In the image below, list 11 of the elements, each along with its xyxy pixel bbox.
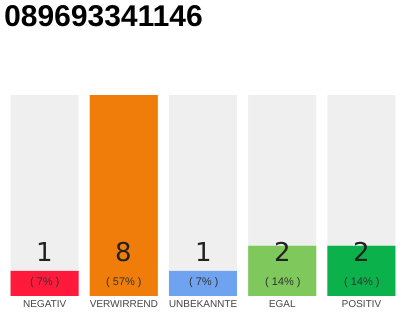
x-tick-label: UNBEKANNTE — [168, 299, 238, 310]
data-label: 1 ( 7% ) — [30, 238, 60, 288]
chart-title: 089693341146 — [4, 0, 203, 33]
data-label: 1 ( 7% ) — [189, 238, 218, 288]
x-tick-label: EGAL — [268, 299, 296, 310]
x-tick-label: NEGATIV — [23, 299, 67, 310]
data-label: 2 ( 14% ) — [265, 238, 300, 288]
x-tick-label: VERWIRREND — [90, 299, 158, 310]
data-label: 2 ( 14% ) — [344, 238, 380, 288]
x-tick-label: POSITIV — [342, 299, 382, 310]
data-label: 8 ( 57% ) — [106, 238, 142, 288]
